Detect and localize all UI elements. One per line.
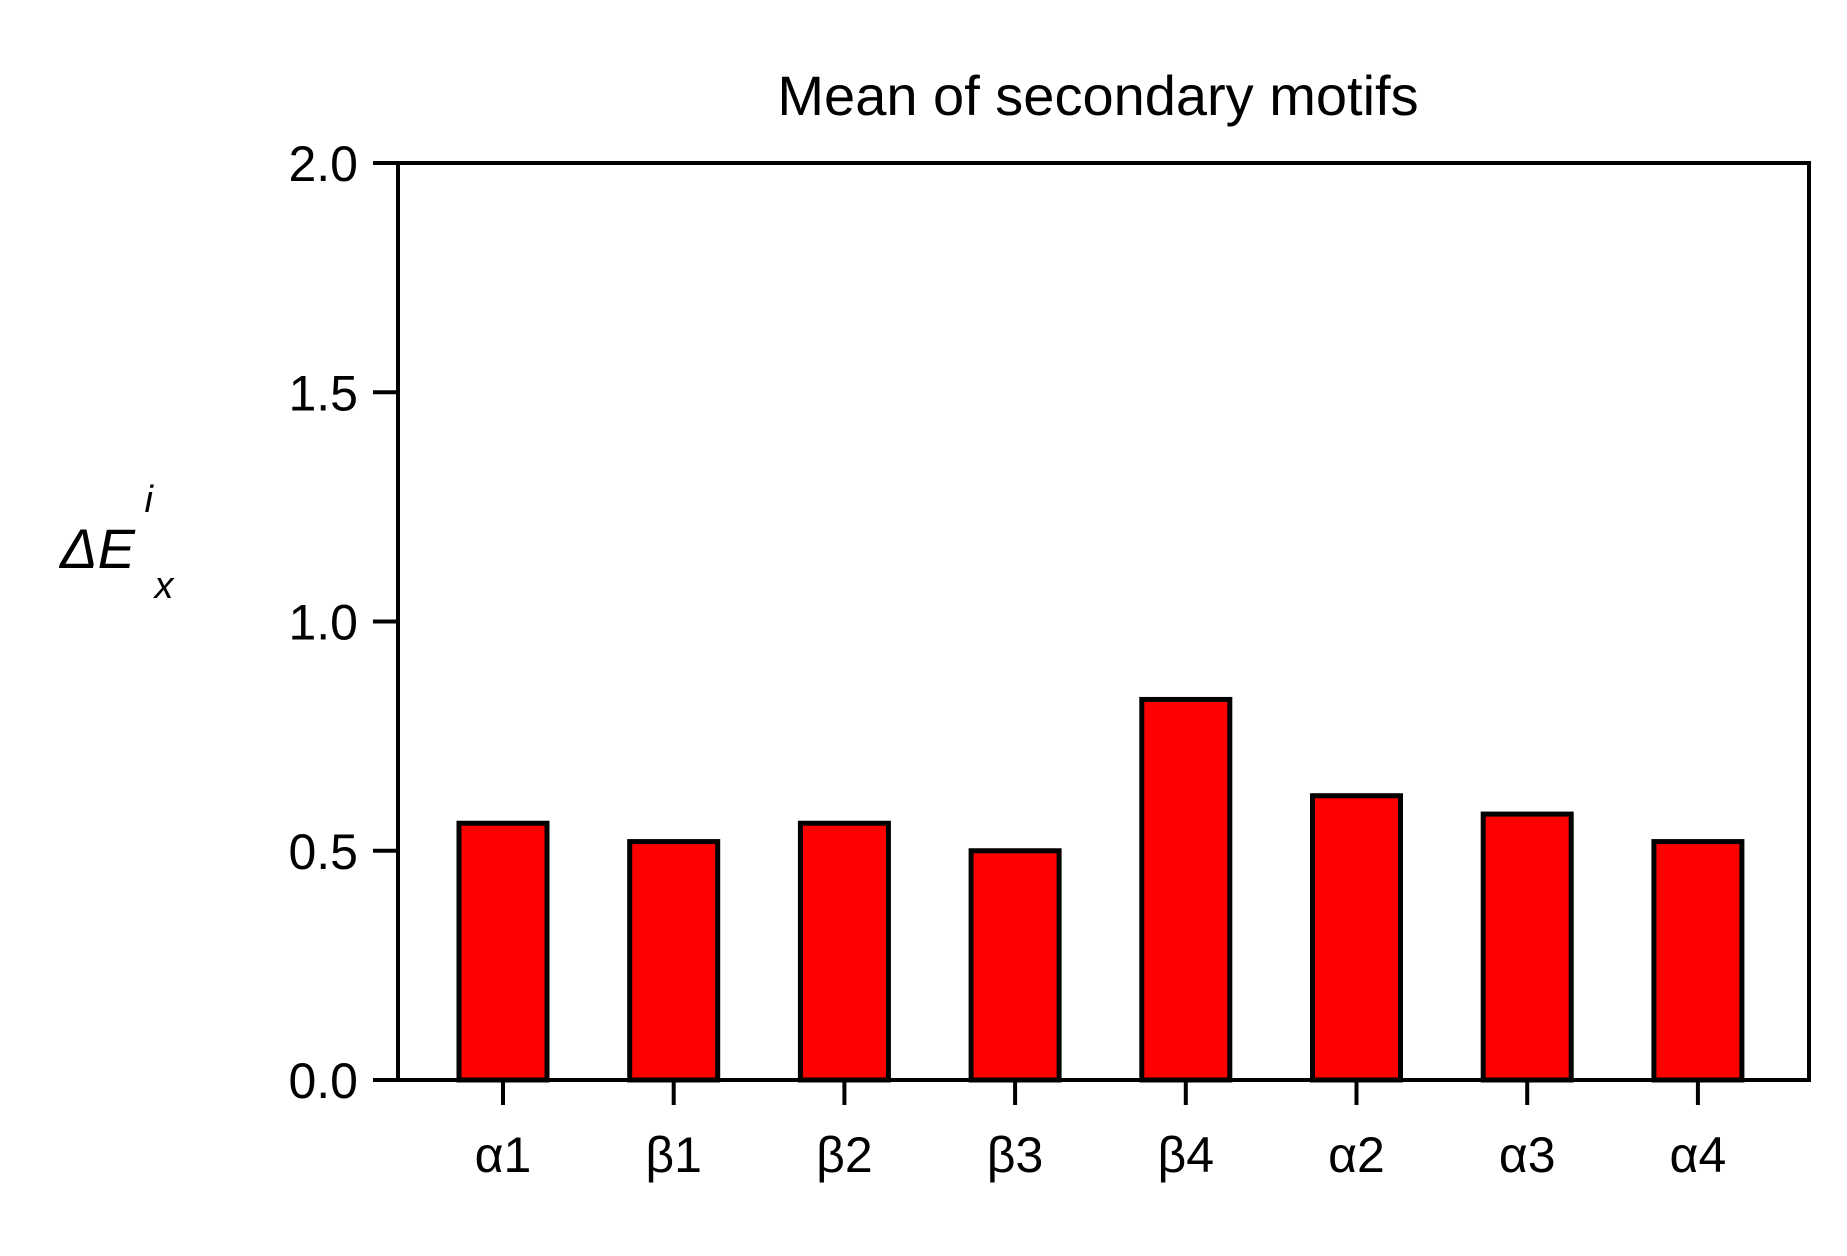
y-tick-label: 0.0 [288, 1053, 358, 1109]
x-tick-label: β4 [1158, 1127, 1215, 1183]
x-tick-label: α4 [1670, 1127, 1727, 1183]
bar-0 [456, 820, 550, 1083]
y-tick-label: 1.0 [288, 595, 358, 651]
bar-4 [1139, 696, 1233, 1083]
x-tick-label: β3 [987, 1127, 1044, 1183]
x-tick-label: β1 [645, 1127, 702, 1183]
y-ticks-group: 0.0 0.5 1.0 1.5 2.0 [288, 136, 398, 1109]
bar-7 [1651, 839, 1745, 1083]
y-axis-label-superscript: i [144, 479, 154, 521]
x-ticks-group: α1 β1 β2 β3 β4 α2 α3 α4 [475, 1080, 1727, 1183]
y-tick-label: 1.5 [288, 365, 358, 421]
bar-2 [797, 820, 891, 1083]
y-axis-label-main: ΔE [58, 517, 136, 580]
bar-6 [1480, 811, 1574, 1083]
bars-group [456, 696, 1745, 1083]
bar-3 [968, 848, 1062, 1083]
plot-frame [396, 161, 1811, 1082]
y-tick-label: 2.0 [288, 136, 358, 192]
bar-1 [627, 839, 721, 1083]
x-tick-label: α3 [1499, 1127, 1556, 1183]
x-tick-label: β2 [816, 1127, 873, 1183]
y-tick-label: 0.5 [288, 824, 358, 880]
chart-title: Mean of secondary motifs [777, 64, 1418, 127]
y-axis-label: ΔE i x [58, 461, 176, 607]
x-tick-label: α2 [1328, 1127, 1385, 1183]
bar-5 [1310, 793, 1403, 1083]
y-axis-label-subscript: x [153, 565, 176, 607]
x-tick-label: α1 [475, 1127, 532, 1183]
